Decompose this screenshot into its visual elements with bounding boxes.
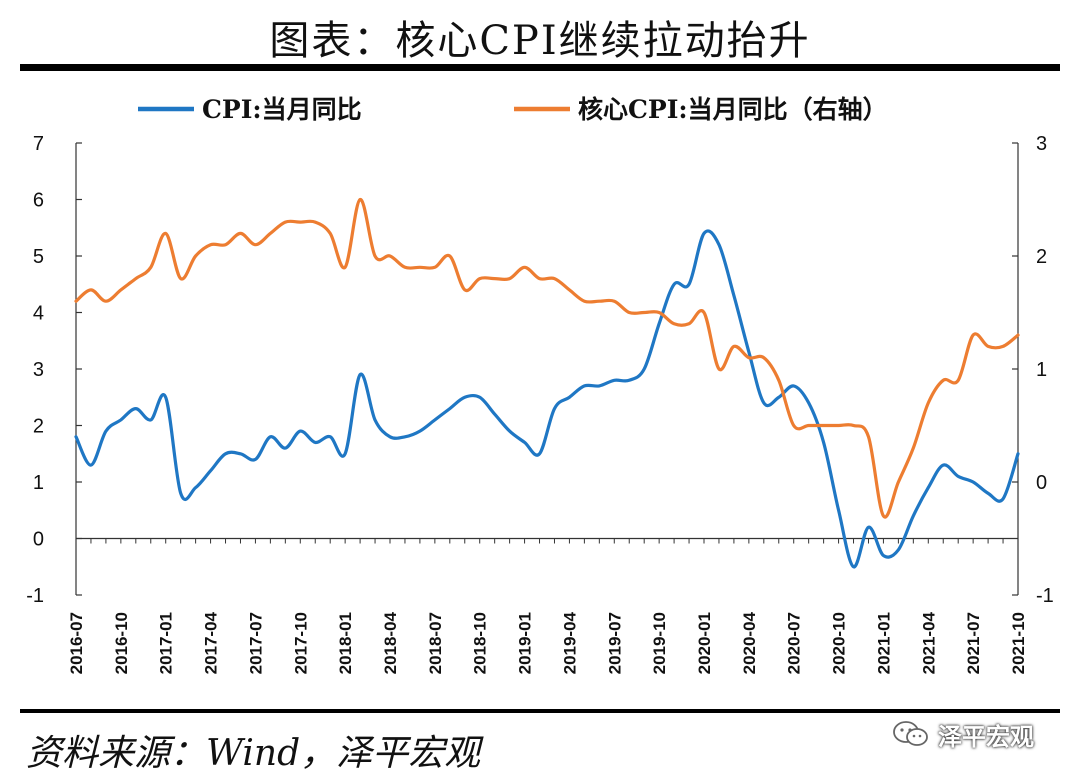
x-tick-label: 2020-07 — [785, 612, 804, 674]
x-tick-label: 2017-04 — [202, 611, 221, 674]
x-tick-label: 2021-01 — [874, 612, 893, 674]
x-tick-label: 2019-01 — [516, 612, 535, 674]
chart-title: 图表：核心CPI继续拉动抬升 — [269, 18, 811, 64]
core-cpi-series-line — [74, 197, 1020, 519]
cpi-series-line — [74, 229, 1020, 569]
x-tick-label: 2018-04 — [381, 611, 400, 674]
x-tick-label: 2020-04 — [740, 611, 759, 674]
watermark-text: 泽平宏观 — [938, 722, 1034, 751]
x-tick-label: 2017-01 — [157, 612, 176, 674]
left-tick-label: 5 — [33, 246, 44, 268]
left-tick-label: 1 — [33, 472, 44, 494]
x-tick-label: 2016-10 — [112, 612, 131, 674]
left-tick-label: 4 — [33, 303, 44, 325]
x-tick-label: 2017-10 — [291, 612, 310, 674]
left-tick-label: 7 — [33, 133, 44, 155]
axes: 7 6 5 4 3 2 1 0 -1 3 2 1 0 -1 2016-07 2016-10 2017-01 201… — [26, 133, 1054, 674]
x-tick-label: 2021-10 — [1009, 612, 1028, 674]
x-tick-label: 2019-10 — [650, 612, 669, 674]
x-tick-label: 2019-04 — [560, 611, 579, 674]
right-tick-label: -1 — [1036, 585, 1054, 607]
left-tick-label: 0 — [33, 529, 44, 551]
x-tick-label: 2017-07 — [246, 612, 265, 674]
right-tick-label: 0 — [1036, 472, 1047, 494]
cpi-line-chart: CPI:当月同比 核心CPI:当月同比（右轴） 7 6 5 4 3 2 1 0 -1 3 2 1 0 -1 2… — [26, 95, 1054, 674]
footer-rule — [20, 709, 1060, 713]
left-tick-label: 3 — [33, 359, 44, 381]
series-lines — [74, 197, 1020, 569]
x-tick-label: 2018-01 — [336, 612, 355, 674]
x-tick-label: 2019-07 — [605, 612, 624, 674]
legend-label-cpi: CPI:当月同比 — [202, 95, 362, 124]
legend: CPI:当月同比 核心CPI:当月同比（右轴） — [138, 95, 888, 124]
left-tick-label: 2 — [33, 416, 44, 438]
x-tick-label: 2016-07 — [67, 612, 86, 674]
left-tick-label: 6 — [33, 190, 44, 212]
right-tick-label: 3 — [1036, 133, 1047, 155]
x-tick-label: 2018-10 — [471, 612, 490, 674]
right-tick-label: 1 — [1036, 359, 1047, 381]
right-tick-label: 2 — [1036, 246, 1047, 268]
x-tick-label: 2020-01 — [695, 612, 714, 674]
legend-label-core-cpi: 核心CPI:当月同比（右轴） — [578, 95, 888, 124]
x-tick-label: 2018-07 — [426, 612, 445, 674]
source-note: 资料来源：Wind，泽平宏观 — [26, 733, 481, 774]
left-tick-label: -1 — [26, 585, 44, 607]
x-tick-label: 2020-10 — [830, 612, 849, 674]
x-tick-label: 2021-07 — [964, 612, 983, 674]
wechat-icon — [893, 721, 928, 746]
title-rule — [20, 64, 1060, 71]
watermark: 泽平宏观 — [892, 714, 1034, 754]
x-tick-label: 2021-04 — [919, 611, 938, 674]
